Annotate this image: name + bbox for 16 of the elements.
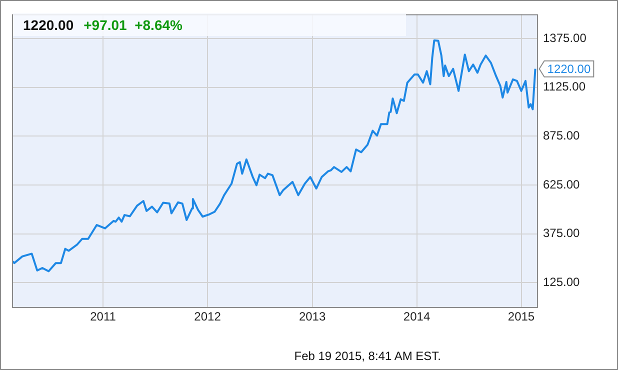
x-tick-label: 2012 bbox=[194, 310, 222, 324]
chart-title: 1220.00 bbox=[23, 16, 74, 32]
y-tick-label: 625.00 bbox=[543, 177, 580, 192]
y-tick-label: 875.00 bbox=[543, 128, 580, 143]
y-tick-label: 1125.00 bbox=[543, 80, 586, 94]
text: Feb 19 2015, 8:41 AM EST. bbox=[294, 349, 441, 363]
x-tick-label: 2015 bbox=[508, 310, 535, 324]
annotation: 1220.00 bbox=[547, 62, 591, 76]
header-panel: 1220.00 +97.01 +8.64% bbox=[13, 13, 406, 36]
x-tick-label: 2011 bbox=[90, 310, 116, 324]
x-tick-label: 2014 bbox=[403, 310, 430, 324]
x-tick-label: 2013 bbox=[298, 310, 326, 324]
y-tick-label: 375.00 bbox=[543, 226, 580, 240]
y-tick-label: 1375.00 bbox=[543, 30, 587, 45]
chart-subtitle: +97.01 +8.64% bbox=[84, 16, 182, 32]
y-tick-label: 125.00 bbox=[543, 274, 580, 289]
